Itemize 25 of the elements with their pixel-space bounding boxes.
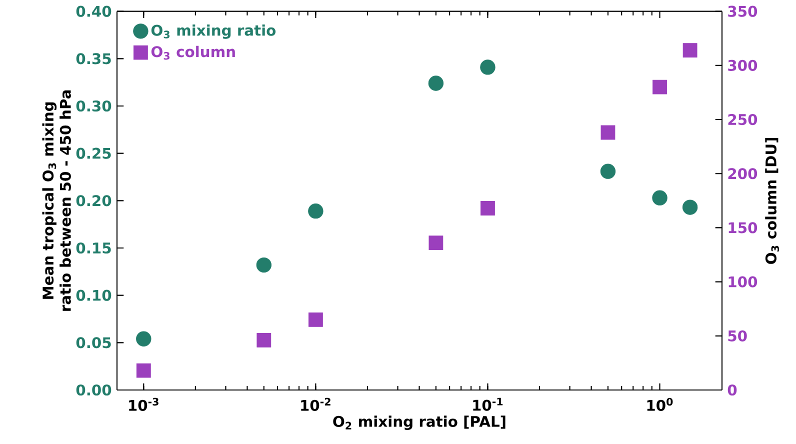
y-tick-label: 0.30 [76, 100, 112, 112]
y2-tick-label: 50 [728, 330, 747, 342]
x-tick-label: 10$^{-2}$ [301, 398, 330, 411]
y-tick-label: 0.10 [76, 290, 112, 301]
y2-tick-label: 350 [728, 6, 758, 17]
x-tick-label: 10$^{0}$ [647, 398, 673, 411]
x-tick-label: 10$^{-3}$ [129, 398, 158, 411]
y2-tick-label: 200 [728, 168, 758, 180]
y-tick-label: 0.25 [76, 148, 111, 159]
y-tick-label: 0.35 [76, 53, 111, 64]
legend-label: O$_{3}$ mixing ratio [151, 24, 276, 39]
y2-axis-title: O$_{3}$ column [DU] [765, 138, 780, 264]
y-tick-label: 0.05 [76, 337, 111, 348]
y-tick-label: 0.40 [76, 6, 112, 17]
y2-tick-label: 150 [728, 222, 758, 234]
y2-tick-label: 250 [728, 114, 758, 126]
y-tick-label: 0.15 [76, 242, 111, 254]
legend-label: O$_{3}$ column [151, 46, 235, 60]
y2-tick-label: 300 [728, 60, 758, 71]
y-tick-label: 0.00 [76, 384, 112, 396]
y2-tick-label: 0 [728, 384, 737, 396]
y-tick-label: 0.20 [76, 195, 112, 206]
x-axis-title: O$_{2}$ mixing ratio [PAL] [333, 416, 506, 430]
y2-tick-label: 100 [728, 276, 758, 288]
x-tick-label: 10$^{-1}$ [473, 398, 503, 411]
